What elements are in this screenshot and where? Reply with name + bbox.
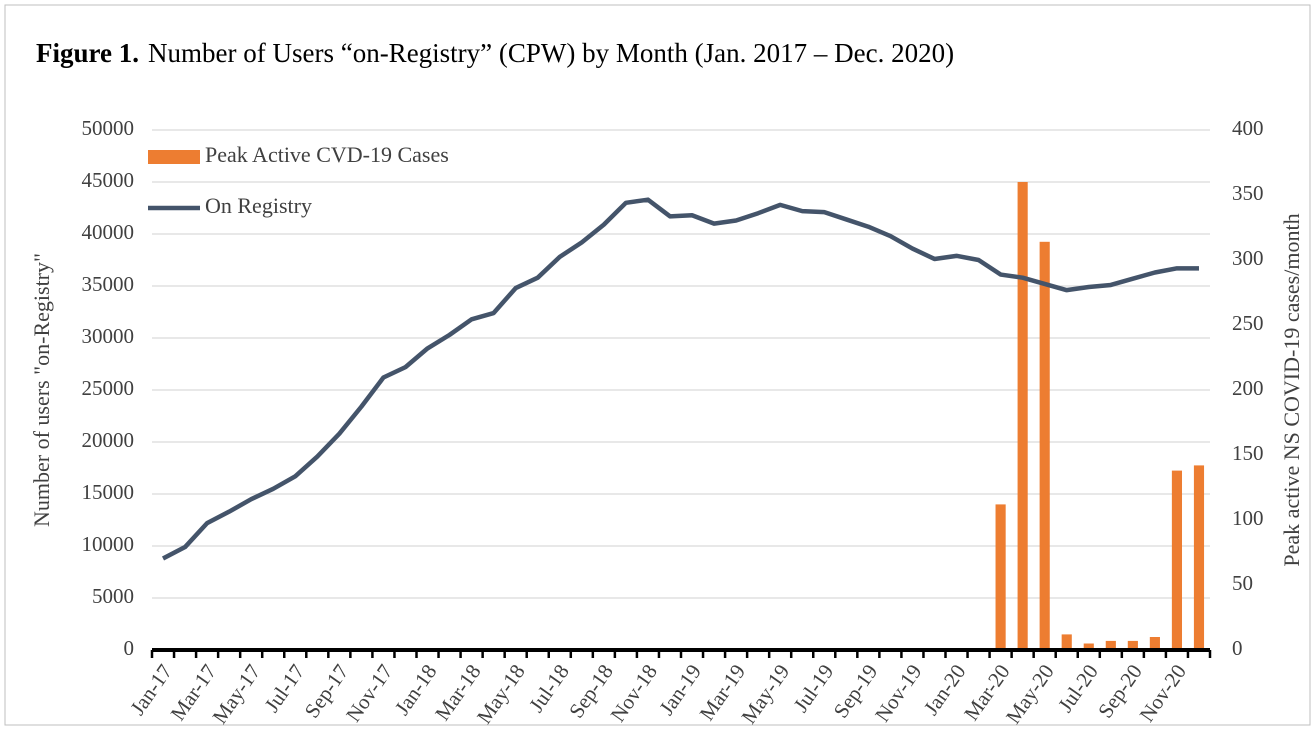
chart-title: Number of Users “on-Registry” (CPW) by M…: [148, 38, 954, 68]
bar: [1105, 640, 1116, 650]
x-tick-label: Nov-17: [341, 660, 397, 726]
y2-tick-label: 0: [1232, 636, 1243, 660]
y2-tick-label: 300: [1232, 246, 1264, 270]
x-tick-label: Nov-19: [870, 660, 926, 726]
y-tick-label: 20000: [82, 428, 135, 452]
legend-label: On Registry: [205, 193, 312, 218]
bar: [1149, 637, 1160, 650]
legend-swatch: [148, 150, 200, 164]
bar: [1061, 634, 1072, 650]
y2-tick-label: 150: [1232, 441, 1264, 465]
frame: [4, 4, 1311, 726]
y-tick-label: 35000: [82, 272, 135, 296]
figure-label: Figure 1.: [36, 38, 139, 68]
y2-tick-label: 400: [1232, 116, 1264, 140]
line: [161, 197, 1199, 561]
bar: [995, 504, 1006, 650]
y2-tick-label: 50: [1232, 571, 1253, 595]
y-tick-label: 40000: [82, 220, 135, 244]
y2-tick-label: 200: [1232, 376, 1264, 400]
bar: [1171, 470, 1183, 650]
y-tick-label: 45000: [82, 168, 135, 192]
y2-tick-label: 250: [1232, 311, 1264, 335]
y-tick-label: 30000: [82, 324, 135, 348]
bar: [1017, 182, 1028, 650]
y-tick-label: 5000: [92, 584, 134, 608]
y-tick-label: 25000: [82, 376, 135, 400]
y2-tick-label: 100: [1232, 506, 1264, 530]
y2-axis-title: Peak active NS COVID-19 cases/month: [1279, 213, 1304, 566]
y2-tick-label: 350: [1232, 181, 1264, 205]
bar: [1083, 643, 1094, 650]
y-tick-label: 15000: [82, 480, 135, 504]
legend-label: Peak Active CVD-19 Cases: [205, 142, 449, 167]
y-axis-title: Number of users "on-Registry": [29, 253, 54, 527]
y-tick-label: 10000: [82, 532, 135, 556]
bar: [1193, 465, 1205, 650]
bar: [1127, 640, 1138, 650]
y-tick-label: 0: [124, 636, 135, 660]
x-tick-label: Nov-18: [606, 660, 662, 726]
y-tick-label: 50000: [82, 116, 135, 140]
x-tick-label: Nov-20: [1135, 660, 1191, 726]
bar: [1039, 241, 1050, 651]
